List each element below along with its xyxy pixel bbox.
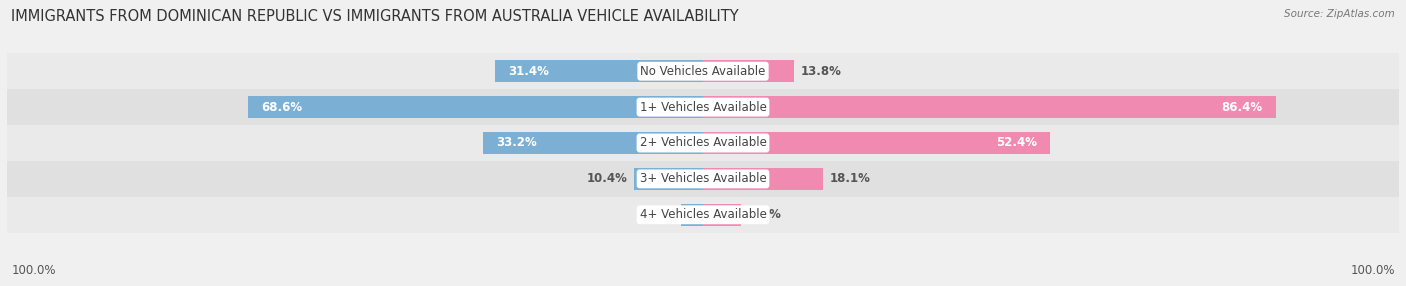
Bar [7,125,1399,161]
Text: 52.4%: 52.4% [995,136,1038,150]
Text: 1+ Vehicles Available: 1+ Vehicles Available [640,101,766,114]
Text: IMMIGRANTS FROM DOMINICAN REPUBLIC VS IMMIGRANTS FROM AUSTRALIA VEHICLE AVAILABI: IMMIGRANTS FROM DOMINICAN REPUBLIC VS IM… [11,9,740,23]
Bar [703,96,1275,118]
Text: 3+ Vehicles Available: 3+ Vehicles Available [640,172,766,185]
Bar [482,132,703,154]
Text: 4+ Vehicles Available: 4+ Vehicles Available [640,208,766,221]
Text: 100.0%: 100.0% [1350,265,1395,277]
Text: Source: ZipAtlas.com: Source: ZipAtlas.com [1284,9,1395,19]
Bar [7,53,1399,89]
Text: 33.2%: 33.2% [496,136,537,150]
Bar [681,204,703,226]
Text: 2+ Vehicles Available: 2+ Vehicles Available [640,136,766,150]
Bar [7,197,1399,233]
Bar [7,89,1399,125]
Text: 10.4%: 10.4% [586,172,627,185]
Text: 68.6%: 68.6% [262,101,302,114]
Text: 100.0%: 100.0% [11,265,56,277]
Bar [7,161,1399,197]
Bar [703,60,794,82]
Bar [249,96,703,118]
Text: 31.4%: 31.4% [508,65,548,78]
Bar [703,132,1050,154]
Text: 5.8%: 5.8% [748,208,780,221]
Bar [495,60,703,82]
Bar [703,204,741,226]
Text: 3.3%: 3.3% [643,208,675,221]
Text: 13.8%: 13.8% [801,65,842,78]
Text: No Vehicles Available: No Vehicles Available [640,65,766,78]
Bar [703,168,823,190]
Text: 18.1%: 18.1% [830,172,870,185]
Text: 86.4%: 86.4% [1222,101,1263,114]
Bar [634,168,703,190]
